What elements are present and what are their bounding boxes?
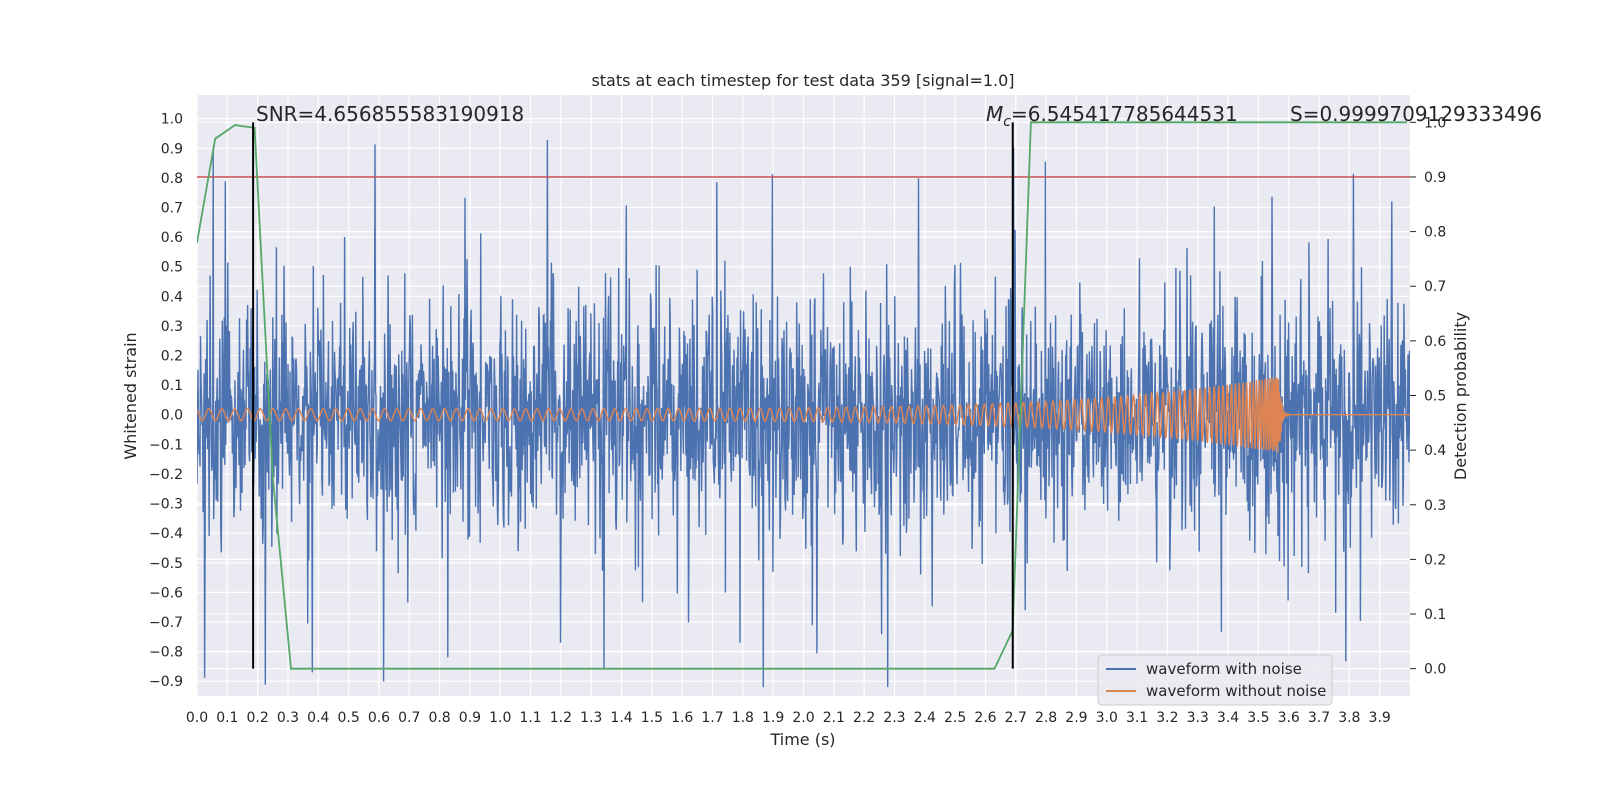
y-tick-label: −0.9: [149, 674, 183, 690]
x-tick-label: 2.0: [792, 710, 814, 726]
x-tick-label: 3.0: [1096, 710, 1118, 726]
y-tick-label: 0.4: [161, 289, 183, 305]
x-axis-label: Time (s): [769, 730, 835, 749]
chirp-mass-symbol: M: [986, 102, 1003, 126]
x-tick-label: 2.3: [883, 710, 905, 726]
y2-tick-label: 0.3: [1424, 498, 1446, 514]
x-tick-label: 1.1: [519, 710, 541, 726]
y2-tick-label: 0.2: [1424, 552, 1446, 568]
x-tick-label: 3.4: [1217, 710, 1239, 726]
y-tick-label: −0.5: [149, 556, 183, 572]
y-tick-label: 0.3: [161, 319, 183, 335]
x-tick-label: 3.8: [1338, 710, 1360, 726]
x-tick-label: 2.7: [1005, 710, 1027, 726]
x-tick-label: 0.0: [186, 710, 208, 726]
x-tick-labels: 0.0 0.1 0.2 0.3 0.4 0.5 0.6 0.7 0.8 0.9 1.0 1.1 1.2 1…: [186, 710, 1391, 726]
x-tick-label: 1.5: [641, 710, 663, 726]
x-tick-label: 0.8: [428, 710, 450, 726]
x-tick-label: 3.1: [1126, 710, 1148, 726]
x-tick-label: 3.7: [1308, 710, 1330, 726]
y-axis-label: Whitened strain: [121, 332, 140, 459]
chart-title: stats at each timestep for test data 359…: [591, 71, 1014, 90]
y2-axis-label: Detection probability: [1451, 312, 1470, 480]
y2-tick-label: 0.1: [1424, 607, 1446, 623]
y-tick-label: 0.1: [161, 378, 183, 394]
x-tick-label: 0.1: [216, 710, 238, 726]
series-detection-probability: [197, 121, 1407, 670]
x-tick-label: 2.2: [853, 710, 875, 726]
y2-tick-labels: 0.0 0.1 0.2 0.3 0.4 0.5 0.6 0.7 0.8 0.9 1.0: [1424, 115, 1446, 677]
legend-label-clean: waveform without noise: [1146, 682, 1326, 700]
y-tick-label: −0.3: [149, 497, 183, 513]
vertical-markers: [252, 122, 1014, 669]
x-tick-label: 2.6: [974, 710, 996, 726]
x-tick-label: 1.2: [550, 710, 572, 726]
y-tick-label: 0.7: [161, 201, 183, 217]
x-tick-label: 0.7: [398, 710, 420, 726]
y-tick-label: −0.4: [149, 526, 183, 542]
legend-label-noise: waveform with noise: [1146, 660, 1302, 678]
x-tick-label: 0.2: [247, 710, 269, 726]
series-waveform-without-noise: [197, 376, 1410, 453]
legend: waveform with noise waveform without noi…: [1097, 654, 1333, 706]
y2-tick-label: 0.5: [1424, 389, 1446, 405]
y2-tick-label: 0.0: [1424, 662, 1446, 678]
legend-box: [1097, 654, 1333, 706]
y-tick-label: −0.8: [149, 645, 183, 661]
y2-tick-label: 0.7: [1424, 279, 1446, 295]
x-tick-label: 1.4: [610, 710, 632, 726]
chirp-mass-annotation: Mc=6.545417785644531: [986, 102, 1238, 130]
y2-tick-label: 0.6: [1424, 334, 1446, 350]
y-tick-label: −0.6: [149, 585, 183, 601]
x-tick-label: 3.2: [1156, 710, 1178, 726]
y-tick-label: 1.0: [161, 112, 183, 128]
x-tick-label: 0.9: [459, 710, 481, 726]
y-tick-labels: 1.0 0.9 0.8 0.7 0.6 0.5 0.4 0.3 0.2 0.1 0.0 −0.1 −0.…: [149, 112, 183, 691]
x-tick-label: 2.8: [1035, 710, 1057, 726]
x-tick-label: 1.9: [762, 710, 784, 726]
x-tick-label: 1.0: [489, 710, 511, 726]
y2-tick-label: 0.4: [1424, 443, 1446, 459]
x-tick-label: 3.3: [1187, 710, 1209, 726]
y-tick-label: 0.8: [161, 171, 183, 187]
x-tick-label: 2.4: [914, 710, 936, 726]
x-tick-label: 2.9: [1065, 710, 1087, 726]
y-tick-label: 0.0: [161, 408, 183, 424]
y-tick-label: −0.2: [149, 467, 183, 483]
x-tick-label: 3.9: [1369, 710, 1391, 726]
y2-tick-label: 0.8: [1424, 225, 1446, 241]
y-tick-label: 0.2: [161, 349, 183, 365]
y2-tick-label: 1.0: [1424, 115, 1446, 131]
x-tick-label: 3.5: [1247, 710, 1269, 726]
snr-annotation: SNR=4.656855583190918: [256, 102, 524, 126]
y-tick-label: 0.9: [161, 141, 183, 157]
x-tick-label: 0.3: [277, 710, 299, 726]
x-tick-label: 2.1: [823, 710, 845, 726]
x-tick-label: 1.3: [580, 710, 602, 726]
y-tick-label: 0.5: [161, 260, 183, 276]
x-tick-label: 1.6: [671, 710, 693, 726]
chirp-mass-value: =6.545417785644531: [1011, 102, 1238, 126]
x-tick-label: 1.8: [732, 710, 754, 726]
y-tick-label: −0.1: [149, 437, 183, 453]
x-tick-label: 3.6: [1278, 710, 1300, 726]
y-tick-label: −0.7: [149, 615, 183, 631]
chirp-mass-subscript: c: [1003, 114, 1011, 130]
y2-tick-label: 0.9: [1424, 170, 1446, 186]
x-tick-label: 0.5: [337, 710, 359, 726]
x-tick-label: 2.5: [944, 710, 966, 726]
x-tick-label: 0.4: [307, 710, 329, 726]
y-tick-label: 0.6: [161, 230, 183, 246]
x-tick-label: 1.7: [701, 710, 723, 726]
s-annotation: S=0.9999709129333496: [1290, 102, 1542, 126]
x-tick-label: 0.6: [368, 710, 390, 726]
